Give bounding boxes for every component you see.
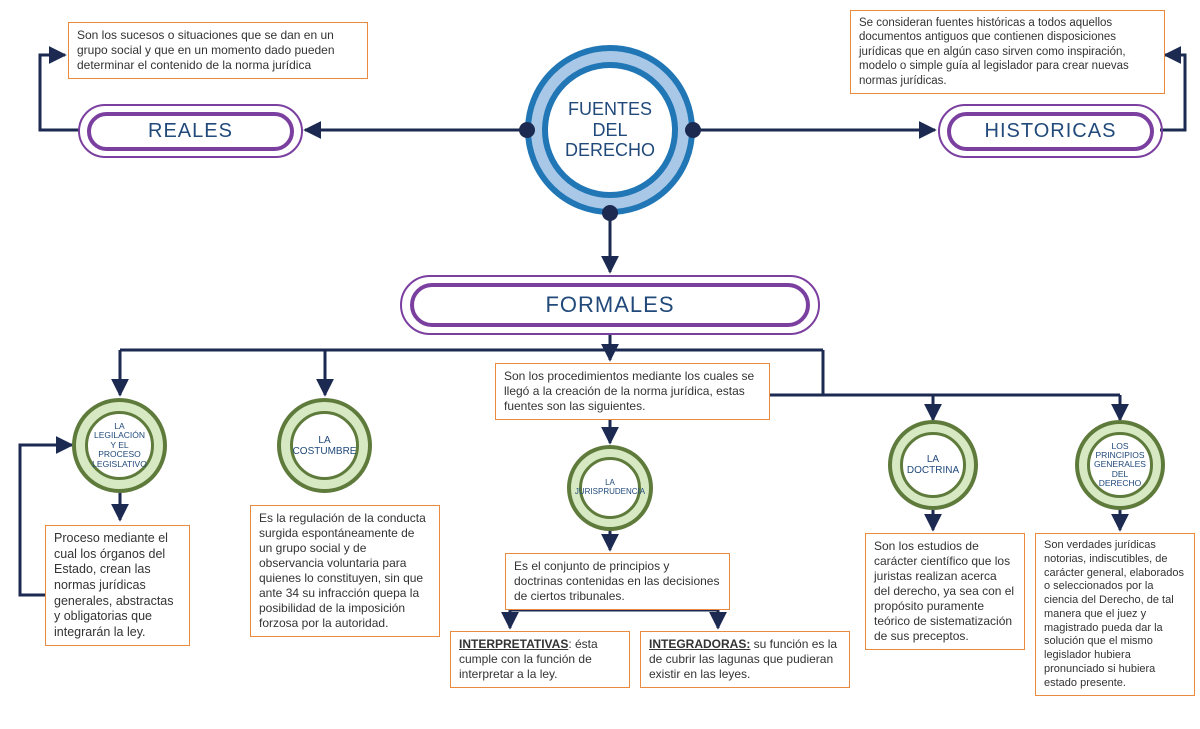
principios-desc-text: Son verdades jurídicas notorias, indiscu… <box>1044 539 1184 689</box>
integradoras-box: INTEGRADORAS: su función es la de cubrir… <box>640 631 850 688</box>
juris-desc-text: Es el conjunto de principios y doctrinas… <box>514 559 719 603</box>
reales-pill: REALES <box>78 104 303 158</box>
center-node: FUENTES DEL DERECHO <box>525 45 695 215</box>
doctrina-node: LA DOCTRINA <box>888 420 978 510</box>
historicas-pill: HISTORICAS <box>938 104 1163 158</box>
interpretativas-box: INTERPRETATIVAS: ésta cumple con la func… <box>450 631 630 688</box>
doctrina-desc-text: Son los estudios de carácter científico … <box>874 539 1014 643</box>
historicas-desc-box: Se consideran fuentes históricas a todos… <box>850 10 1165 94</box>
historicas-desc-text: Se consideran fuentes históricas a todos… <box>859 17 1129 87</box>
doctrina-label: LA DOCTRINA <box>907 454 959 476</box>
principios-desc-box: Son verdades jurídicas notorias, indiscu… <box>1035 533 1195 696</box>
legis-desc-text: Proceso mediante el cual los órganos del… <box>54 531 174 639</box>
center-label: FUENTES DEL DERECHO <box>548 99 672 161</box>
integradoras-label: INTEGRADORAS: <box>649 637 750 651</box>
costumbre-desc-box: Es la regulación de la conducta surgida … <box>250 505 440 637</box>
costumbre-desc-text: Es la regulación de la conducta surgida … <box>259 511 426 630</box>
formales-desc-box: Son los procedimientos mediante los cual… <box>495 363 770 420</box>
principios-node: LOS PRINCIPIOS GENERALES DEL DERECHO <box>1075 420 1165 510</box>
interpretativas-label: INTERPRETATIVAS <box>459 637 568 651</box>
reales-label: REALES <box>148 120 233 143</box>
costumbre-label: LA COSTUMBRE <box>293 435 357 457</box>
legis-desc-box: Proceso mediante el cual los órganos del… <box>45 525 190 646</box>
reales-desc-box: Son los sucesos o situaciones que se dan… <box>68 22 368 79</box>
formales-desc-text: Son los procedimientos mediante los cual… <box>504 369 754 413</box>
jurisprudencia-label: LA JURISPRUDENCIA <box>575 479 645 497</box>
legislacion-label: LA LEGILACIÓN Y EL PROCESO LEGISLATIVO <box>92 422 148 469</box>
reales-desc-text: Son los sucesos o situaciones que se dan… <box>77 28 335 72</box>
jurisprudencia-node: LA JURISPRUDENCIA <box>567 445 653 531</box>
historicas-label: HISTORICAS <box>985 120 1117 143</box>
formales-label: FORMALES <box>545 292 674 318</box>
doctrina-desc-box: Son los estudios de carácter científico … <box>865 533 1025 650</box>
principios-label: LOS PRINCIPIOS GENERALES DEL DERECHO <box>1094 442 1146 489</box>
juris-desc-box: Es el conjunto de principios y doctrinas… <box>505 553 730 610</box>
costumbre-node: LA COSTUMBRE <box>277 398 372 493</box>
legislacion-node: LA LEGILACIÓN Y EL PROCESO LEGISLATIVO <box>72 398 167 493</box>
formales-pill: FORMALES <box>400 275 820 335</box>
